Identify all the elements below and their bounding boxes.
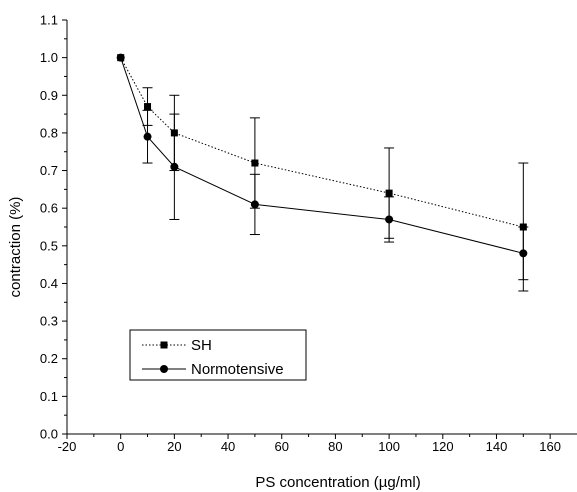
error-bars (142, 87, 529, 292)
y-tick-label: 0.9 (40, 88, 58, 103)
data-point-normotensive (385, 215, 394, 224)
x-tick-label: 40 (221, 439, 235, 454)
x-axis-title: PS concentration (µg/ml) (255, 474, 420, 491)
x-tick-label: 0 (117, 439, 124, 454)
y-tick-label: 0.3 (40, 314, 58, 329)
series-lines (120, 57, 524, 254)
data-point-normotensive (250, 200, 259, 209)
legend-label-normotensive: Normotensive (191, 361, 284, 378)
y-tick-label: 0.8 (40, 125, 58, 140)
y-axis-title: contraction (%) (7, 197, 24, 298)
ticks: -20 0 20 40 60 80 100 120 140 160 0.0 0.1 0.2 0.3 0.4 0… (40, 13, 561, 455)
data-point-sh (385, 189, 393, 197)
data-point-sh (170, 129, 178, 137)
series-line-sh (120, 57, 524, 228)
x-tick-label: 160 (539, 439, 561, 454)
x-tick-label: 60 (275, 439, 289, 454)
legend-label-sh: SH (191, 337, 212, 354)
y-tick-label: 0.4 (40, 276, 58, 291)
x-tick-label: 100 (378, 439, 400, 454)
data-point-normotensive (519, 249, 528, 258)
x-tick-label: 140 (486, 439, 508, 454)
data-point-sh (144, 103, 152, 111)
data-point-normotensive (143, 132, 152, 141)
series-line-normotensive (120, 57, 524, 254)
y-tick-label: 0.6 (40, 201, 58, 216)
y-tick-label: 0.1 (40, 389, 58, 404)
y-tick-label: 0.5 (40, 238, 58, 253)
legend-box (129, 329, 307, 381)
data-point-normotensive (170, 162, 179, 171)
data-point-normotensive (116, 53, 125, 62)
x-tick-label: 80 (328, 439, 342, 454)
x-tick-label: -20 (58, 439, 77, 454)
data-point-sh (519, 223, 527, 231)
x-tick-label: 20 (167, 439, 181, 454)
x-tick-label: 120 (432, 439, 454, 454)
y-tick-label: 0.7 (40, 163, 58, 178)
y-tick-label: 1.1 (40, 13, 58, 28)
legend: SH Normotensive (129, 329, 307, 381)
y-tick-label: 0.0 (40, 427, 58, 442)
legend-marker-sh (160, 341, 168, 349)
legend-marker-normotensive (160, 365, 168, 373)
data-point-sh (251, 159, 259, 167)
data-markers (116, 53, 528, 258)
y-tick-label: 0.2 (40, 351, 58, 366)
y-tick-label: 1.0 (40, 50, 58, 65)
